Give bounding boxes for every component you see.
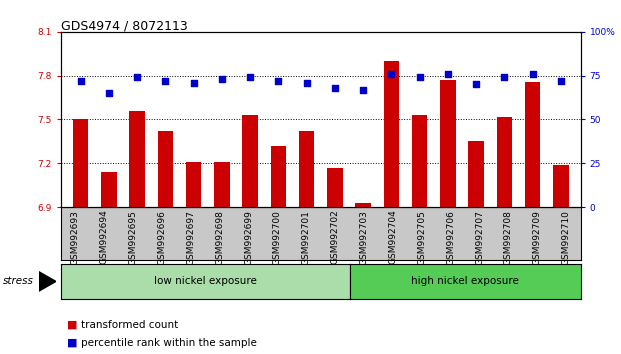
Text: GSM992693: GSM992693: [71, 210, 79, 265]
Point: [358, 87, 368, 92]
Bar: [525, 81, 540, 207]
Text: GSM992707: GSM992707: [475, 210, 484, 265]
Point: [217, 76, 227, 82]
Text: low nickel exposure: low nickel exposure: [154, 276, 256, 286]
Point: [302, 80, 312, 86]
Point: [556, 78, 566, 84]
Point: [415, 75, 425, 80]
Point: [132, 75, 142, 80]
Text: high nickel exposure: high nickel exposure: [411, 276, 519, 286]
Text: GSM992706: GSM992706: [446, 210, 455, 265]
Text: GSM992705: GSM992705: [417, 210, 426, 265]
Text: GSM992696: GSM992696: [158, 210, 166, 265]
Point: [471, 81, 481, 87]
Text: GSM992708: GSM992708: [504, 210, 513, 265]
Bar: [73, 120, 88, 207]
Text: GSM992697: GSM992697: [186, 210, 195, 265]
Bar: [129, 111, 145, 207]
Text: stress: stress: [3, 276, 34, 286]
Bar: [299, 131, 314, 207]
Bar: [327, 168, 343, 207]
Point: [273, 78, 283, 84]
Text: GSM992699: GSM992699: [244, 210, 253, 265]
Text: GDS4974 / 8072113: GDS4974 / 8072113: [61, 19, 188, 33]
Point: [528, 71, 538, 77]
Bar: [468, 141, 484, 207]
Text: GSM992695: GSM992695: [129, 210, 137, 265]
Text: GSM992700: GSM992700: [273, 210, 282, 265]
Bar: [271, 146, 286, 207]
Bar: [242, 115, 258, 207]
Text: GSM992694: GSM992694: [100, 210, 109, 264]
Polygon shape: [39, 272, 56, 291]
Text: GSM992710: GSM992710: [562, 210, 571, 265]
Bar: [355, 203, 371, 207]
Text: GSM992709: GSM992709: [533, 210, 542, 265]
Text: GSM992703: GSM992703: [360, 210, 368, 265]
Point: [76, 78, 86, 84]
Text: ■: ■: [67, 338, 78, 348]
Point: [104, 90, 114, 96]
Bar: [497, 116, 512, 207]
Bar: [158, 131, 173, 207]
Bar: [214, 162, 230, 207]
Bar: [384, 61, 399, 207]
Point: [160, 78, 170, 84]
Bar: [412, 115, 427, 207]
Text: percentile rank within the sample: percentile rank within the sample: [81, 338, 256, 348]
Bar: [186, 162, 201, 207]
Text: GSM992701: GSM992701: [302, 210, 310, 265]
Point: [330, 85, 340, 91]
Text: GSM992704: GSM992704: [389, 210, 397, 264]
Point: [443, 71, 453, 77]
Point: [245, 75, 255, 80]
Bar: [440, 80, 456, 207]
Text: GSM992702: GSM992702: [331, 210, 340, 264]
Text: transformed count: transformed count: [81, 320, 178, 330]
Point: [189, 80, 199, 86]
Point: [499, 75, 509, 80]
Text: GSM992698: GSM992698: [215, 210, 224, 265]
Text: ■: ■: [67, 320, 78, 330]
Bar: [553, 165, 569, 207]
Point: [386, 71, 396, 77]
Bar: [101, 172, 117, 207]
